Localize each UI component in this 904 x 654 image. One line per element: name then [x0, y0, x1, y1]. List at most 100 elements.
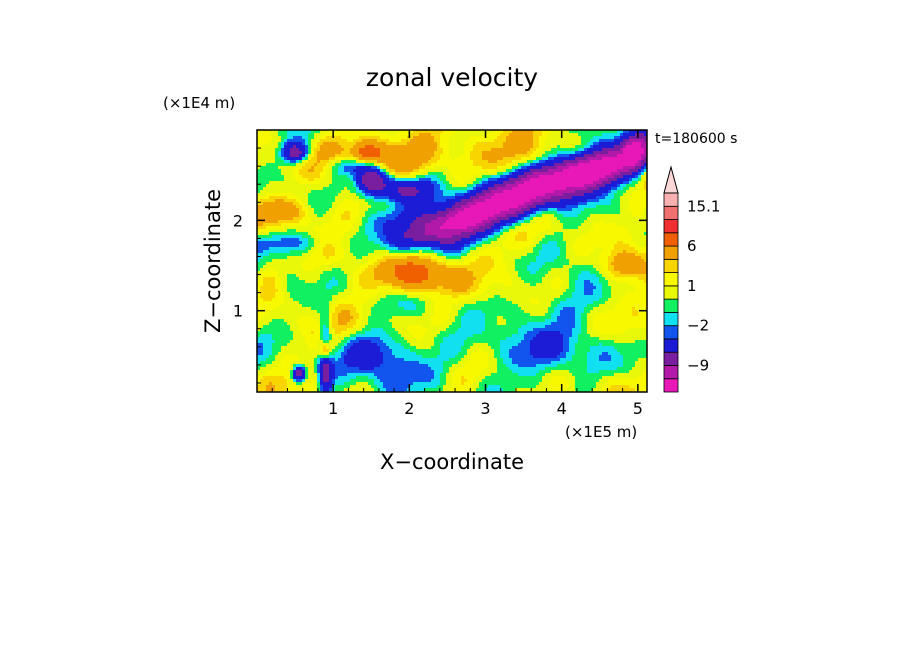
field-cell	[506, 229, 510, 233]
field-cell	[539, 193, 543, 197]
field-cell	[353, 148, 357, 152]
field-cell	[503, 172, 507, 176]
field-cell	[284, 214, 288, 218]
field-cell	[593, 130, 597, 134]
field-cell	[344, 208, 348, 212]
field-cell	[488, 136, 492, 140]
field-cell	[269, 187, 273, 191]
field-cell	[455, 157, 459, 161]
field-cell	[641, 139, 645, 143]
field-cell	[461, 199, 465, 203]
field-cell	[638, 172, 642, 176]
field-cell	[260, 232, 264, 236]
field-cell	[641, 130, 645, 134]
field-cell	[350, 157, 354, 161]
field-cell	[389, 214, 393, 218]
field-cell	[533, 226, 537, 230]
field-cell	[290, 214, 294, 218]
field-cell	[374, 169, 378, 173]
field-cell	[257, 169, 261, 173]
field-cell	[509, 184, 513, 188]
field-cell	[452, 160, 456, 164]
field-cell	[386, 193, 390, 197]
field-cell	[359, 145, 363, 149]
field-cell	[374, 244, 378, 248]
field-cell	[335, 229, 339, 233]
field-cell	[548, 184, 552, 188]
field-cell	[347, 154, 351, 158]
field-cell	[569, 220, 573, 224]
field-cell	[560, 235, 564, 239]
field-cell	[455, 190, 459, 194]
field-cell	[560, 139, 564, 143]
field-cell	[554, 151, 558, 155]
field-cell	[608, 214, 612, 218]
field-cell	[311, 151, 315, 155]
field-cell	[635, 163, 639, 167]
field-cell	[383, 241, 387, 245]
field-cell	[551, 217, 555, 221]
field-cell	[386, 136, 390, 140]
field-cell	[332, 157, 336, 161]
field-cell	[515, 184, 519, 188]
field-cell	[320, 205, 324, 209]
field-cell	[260, 223, 264, 227]
field-cell	[581, 193, 585, 197]
field-cell	[524, 130, 528, 134]
field-cell	[446, 199, 450, 203]
field-cell	[452, 196, 456, 200]
field-cell	[275, 223, 279, 227]
field-cell	[635, 205, 639, 209]
field-cell	[299, 133, 303, 137]
field-cell	[530, 157, 534, 161]
field-cell	[443, 163, 447, 167]
field-cell	[440, 196, 444, 200]
field-cell	[452, 214, 456, 218]
field-cell	[353, 196, 357, 200]
field-cell	[536, 139, 540, 143]
field-cell	[374, 130, 378, 134]
field-cell	[368, 238, 372, 242]
field-cell	[512, 205, 516, 209]
field-cell	[389, 235, 393, 239]
field-cell	[512, 175, 516, 179]
field-cell	[509, 145, 513, 149]
field-cell	[281, 220, 285, 224]
field-cell	[260, 136, 264, 140]
field-cell	[272, 130, 276, 134]
field-cell	[437, 133, 441, 137]
field-cell	[623, 130, 627, 134]
field-cell	[518, 235, 522, 239]
field-cell	[638, 154, 642, 158]
field-cell	[509, 238, 513, 242]
field-cell	[461, 166, 465, 170]
field-cell	[308, 169, 312, 173]
field-cell	[341, 148, 345, 152]
field-cell	[554, 157, 558, 161]
field-cell	[551, 136, 555, 140]
field-cell	[341, 235, 345, 239]
field-cell	[266, 208, 270, 212]
field-cell	[431, 175, 435, 179]
field-cell	[281, 133, 285, 137]
field-cell	[599, 226, 603, 230]
field-cell	[611, 184, 615, 188]
field-cell	[278, 178, 282, 182]
field-cell	[557, 211, 561, 215]
field-cell	[632, 223, 636, 227]
field-cell	[587, 151, 591, 155]
field-cell	[377, 235, 381, 239]
field-cell	[470, 193, 474, 197]
field-cell	[557, 175, 561, 179]
field-cell	[542, 220, 546, 224]
field-cell	[626, 160, 630, 164]
field-cell	[413, 157, 417, 161]
field-cell	[629, 217, 633, 221]
field-cell	[506, 151, 510, 155]
field-cell	[332, 181, 336, 185]
field-cell	[566, 226, 570, 230]
field-cell	[380, 175, 384, 179]
field-cell	[626, 154, 630, 158]
field-cell	[590, 181, 594, 185]
field-cell	[431, 226, 435, 230]
